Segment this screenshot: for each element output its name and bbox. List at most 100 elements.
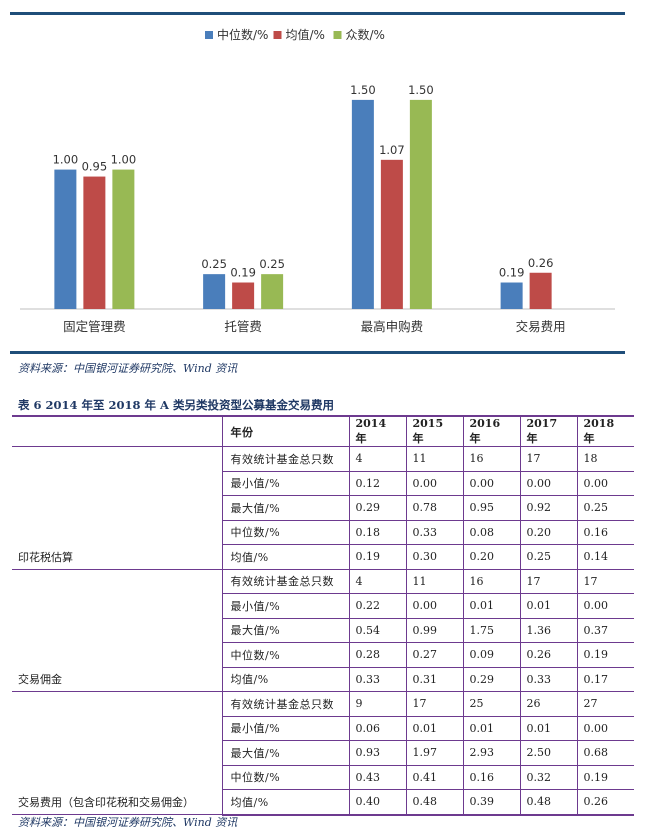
header-blank-cell [12, 415, 222, 447]
group-label: 交易佣金 [12, 569, 222, 692]
value-cell: 0.01 [519, 593, 577, 619]
value-cell: 0.68 [576, 740, 634, 766]
table-row: 均值/% 0.19 0.30 0.20 0.25 0.14 [12, 544, 634, 570]
metric-label: 有效统计基金总只数 [221, 569, 349, 594]
bar [203, 274, 226, 309]
value-cell: 0.26 [576, 789, 634, 816]
value-cell: 16 [462, 569, 520, 594]
value-cell: 0.25 [519, 544, 577, 570]
category-tick-label: 托管费 [224, 319, 262, 334]
legend-label: 中位数/% [217, 27, 268, 42]
value-cell: 9 [348, 691, 406, 717]
value-cell: 0.20 [462, 544, 520, 570]
table-row: 最大值/% 0.54 0.99 1.75 1.36 0.37 [12, 618, 634, 643]
value-cell: 1.75 [462, 618, 520, 643]
value-cell: 0.29 [462, 667, 520, 692]
value-cell: 0.31 [405, 667, 463, 692]
data-label: 1.50 [408, 83, 434, 97]
data-label: 0.25 [259, 257, 285, 271]
category-tick-label: 交易费用 [516, 319, 566, 334]
data-label: 1.00 [53, 153, 79, 167]
legend-swatch [273, 31, 282, 39]
value-cell: 1.36 [519, 618, 577, 643]
value-cell: 0.19 [576, 642, 634, 668]
value-cell: 0.32 [519, 765, 577, 790]
data-label: 1.00 [111, 153, 137, 167]
value-cell: 0.40 [348, 789, 406, 816]
category-tick-label: 固定管理费 [63, 319, 126, 334]
value-cell: 0.18 [348, 520, 406, 545]
data-label: 1.50 [350, 83, 376, 97]
table-header-row: 年份 2014 年 2015 年 2016 年 2017 年 2018 年 [12, 415, 634, 447]
value-cell: 0.27 [405, 642, 463, 668]
metric-label: 均值/% [221, 789, 349, 816]
table-row: 交易佣金 有效统计基金总只数 4 11 16 17 17 [12, 569, 634, 692]
value-cell: 17 [519, 569, 577, 594]
metric-label: 中位数/% [221, 765, 349, 790]
value-cell: 0.12 [348, 471, 406, 496]
value-cell: 0.16 [576, 520, 634, 545]
value-cell: 17 [519, 446, 577, 472]
metric-label: 最大值/% [221, 618, 349, 643]
value-cell: 0.48 [405, 789, 463, 816]
value-cell: 1.97 [405, 740, 463, 766]
metric-label: 最小值/% [221, 593, 349, 619]
value-cell: 0.48 [519, 789, 577, 816]
chart-source-note: 资料来源：中国银河证券研究院、Wind 资讯 [18, 362, 238, 375]
value-cell: 4 [348, 569, 406, 594]
bar [261, 274, 284, 309]
value-cell: 0.00 [576, 716, 634, 741]
header-year: 2017 年 [519, 415, 577, 447]
value-cell: 0.95 [462, 495, 520, 521]
data-label: 0.95 [82, 160, 108, 174]
data-label: 0.25 [201, 257, 227, 271]
table-row: 最大值/% 0.29 0.78 0.95 0.92 0.25 [12, 495, 634, 521]
table-source-note: 资料来源：中国银河证券研究院、Wind 资讯 [18, 816, 238, 829]
value-cell: 16 [462, 446, 520, 472]
value-cell: 0.37 [576, 618, 634, 643]
legend-swatch [205, 31, 213, 39]
table-row: 最小值/% 0.22 0.00 0.01 0.01 0.00 [12, 593, 634, 619]
value-cell: 0.00 [405, 471, 463, 496]
header-year: 2018 年 [576, 415, 634, 447]
value-cell: 0.06 [348, 716, 406, 741]
table-row: 中位数/% 0.43 0.41 0.16 0.32 0.19 [12, 765, 634, 790]
value-cell: 0.00 [405, 593, 463, 619]
bar [232, 282, 255, 309]
value-cell: 0.00 [576, 471, 634, 496]
table-row: 最小值/% 0.12 0.00 0.00 0.00 0.00 [12, 471, 634, 496]
value-cell: 0.26 [519, 642, 577, 668]
value-cell: 0.33 [348, 667, 406, 692]
table-caption: 表 6 2014 年至 2018 年 A 类另类投资型公募基金交易费用 [18, 398, 334, 412]
group-label: 印花税估算 [12, 446, 222, 570]
header-year: 2014 年 [348, 415, 406, 447]
value-cell: 0.41 [405, 765, 463, 790]
value-cell: 0.01 [519, 716, 577, 741]
metric-label: 中位数/% [221, 642, 349, 668]
value-cell: 0.29 [348, 495, 406, 521]
legend-label: 均值/% [286, 27, 325, 42]
table-row: 均值/% 0.33 0.31 0.29 0.33 0.17 [12, 667, 634, 692]
metric-label: 均值/% [221, 544, 349, 570]
metric-label: 有效统计基金总只数 [221, 446, 349, 472]
top-rule [10, 12, 625, 15]
value-cell: 26 [519, 691, 577, 717]
value-cell: 18 [576, 446, 634, 472]
value-cell: 0.00 [519, 471, 577, 496]
legend-label: 众数/% [346, 27, 385, 42]
value-cell: 4 [348, 446, 406, 472]
value-cell: 0.00 [462, 471, 520, 496]
metric-label: 均值/% [221, 667, 349, 692]
value-cell: 17 [576, 569, 634, 594]
table-row: 最大值/% 0.93 1.97 2.93 2.50 0.68 [12, 740, 634, 766]
data-label: 0.19 [230, 266, 256, 280]
table-row: 中位数/% 0.18 0.33 0.08 0.20 0.16 [12, 520, 634, 545]
bar [409, 99, 432, 309]
value-cell: 0.16 [462, 765, 520, 790]
table-row: 均值/% 0.40 0.48 0.39 0.48 0.26 [12, 789, 634, 816]
metric-label: 有效统计基金总只数 [221, 691, 349, 717]
value-cell: 2.50 [519, 740, 577, 766]
value-cell: 0.28 [348, 642, 406, 668]
value-cell: 0.00 [576, 593, 634, 619]
value-cell: 0.19 [576, 765, 634, 790]
